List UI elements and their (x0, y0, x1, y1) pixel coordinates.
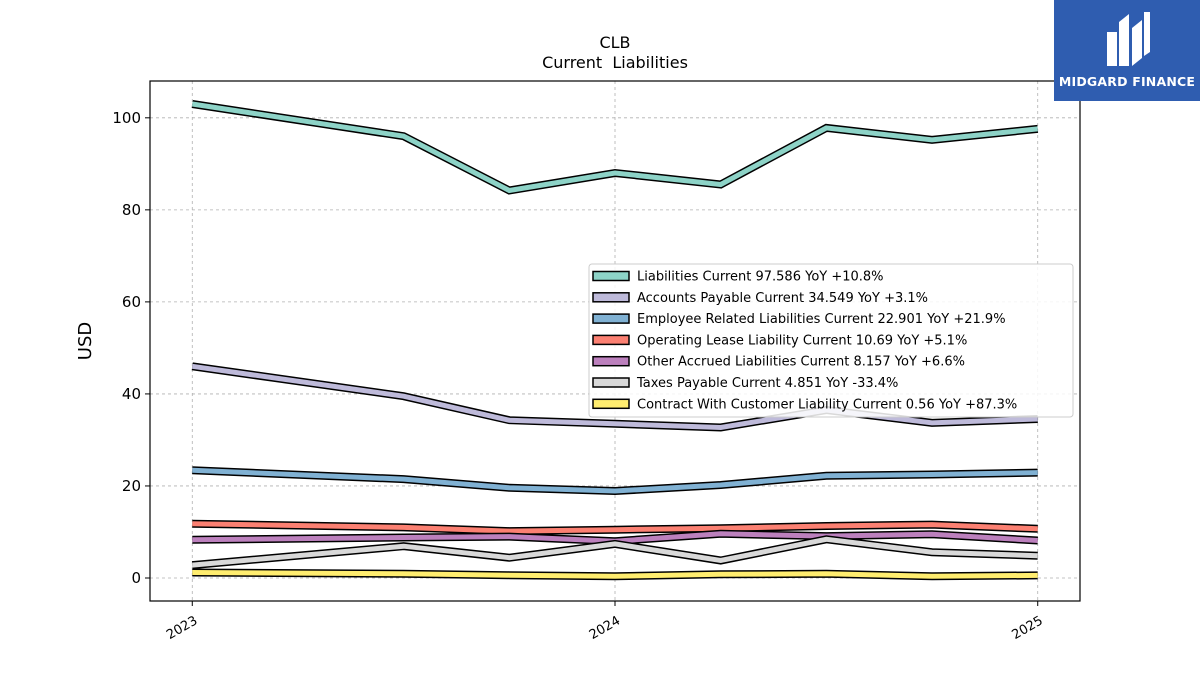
x-tick-label: 2024 (587, 613, 623, 643)
legend-swatch (592, 270, 630, 282)
legend-swatch (592, 292, 630, 303)
y-tick-label: 100 (112, 109, 141, 127)
y-axis-label: USD (75, 322, 96, 360)
legend-box (588, 263, 1074, 418)
chart-subtitle: Current Liabilities (542, 53, 688, 72)
y-tick-label: 0 (131, 569, 141, 587)
legend-swatch (592, 398, 630, 410)
legend-swatch (592, 355, 630, 367)
x-tick-label: 2025 (1010, 613, 1046, 643)
series-line (191, 101, 1038, 194)
series-line (192, 467, 1038, 494)
y-tick-label: 20 (122, 477, 141, 495)
series-group (191, 100, 1039, 581)
legend-swatch (592, 313, 630, 324)
legend-label: Operating Lease Liability Current 10.69 … (637, 333, 967, 348)
y-tick-label: 80 (122, 201, 141, 219)
legend: Liabilities Current 97.586 YoY +10.8% Acc… (588, 263, 1074, 418)
legend-swatch (592, 377, 630, 388)
legend-label: Other Accrued Liabilities Current 8.157 … (637, 355, 965, 370)
brand-name: MIDGARD FINANCE (1058, 74, 1196, 89)
midgard-logo-icon (1107, 12, 1150, 66)
brand-logo: MIDGARD FINANCE (1054, 0, 1200, 101)
legend-label: Employee Related Liabilities Current 22.… (637, 312, 1006, 327)
series-line (192, 531, 1038, 544)
chart-title: CLB (599, 33, 630, 52)
series-line (192, 521, 1038, 534)
y-tick-label: 40 (122, 385, 141, 403)
legend-label: Taxes Payable Current 4.851 YoY -33.4% (636, 376, 898, 391)
legend-swatch (592, 334, 630, 346)
series-line (192, 570, 1038, 579)
series-line (191, 363, 1038, 431)
legend-label: Accounts Payable Current 34.549 YoY +3.1… (637, 291, 928, 306)
legend-label: Contract With Customer Liability Current… (637, 397, 1017, 412)
y-tick-label: 60 (122, 293, 141, 311)
legend-label: Liabilities Current 97.586 YoY +10.8% (637, 270, 884, 285)
series-line (192, 536, 1038, 568)
x-tick-label: 2023 (164, 613, 200, 643)
